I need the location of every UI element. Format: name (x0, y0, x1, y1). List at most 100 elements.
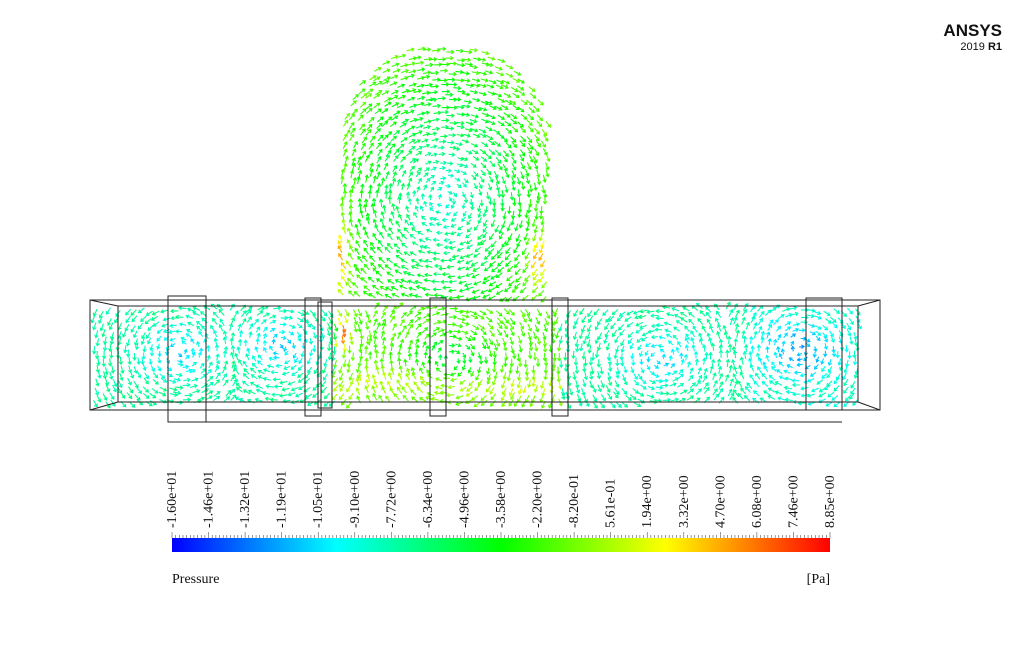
vector (457, 266, 465, 271)
vector (639, 358, 644, 366)
vector (833, 401, 841, 408)
vector (478, 324, 485, 330)
vector (629, 342, 634, 350)
vector (471, 83, 481, 88)
edge (89, 401, 119, 411)
vector (519, 287, 527, 294)
vector (401, 169, 407, 177)
vector (827, 359, 832, 367)
vector (435, 230, 443, 235)
vector (518, 386, 523, 395)
vector (806, 314, 815, 319)
vector (539, 245, 544, 254)
vector (376, 278, 384, 284)
vector (524, 308, 531, 317)
vector (502, 155, 508, 163)
colorbar-label: 4.70e+00 (713, 475, 728, 528)
vector (815, 325, 822, 330)
vector (437, 46, 447, 51)
vector (144, 318, 152, 325)
vector (684, 337, 689, 344)
vector (611, 329, 617, 338)
vector (310, 323, 316, 331)
vector (110, 365, 115, 374)
vector (744, 343, 749, 353)
vector (281, 371, 290, 376)
vector (385, 171, 390, 180)
vector (430, 396, 439, 401)
vector (190, 347, 195, 354)
vector (397, 357, 402, 366)
vector (403, 358, 408, 367)
vector (626, 310, 634, 316)
vector (820, 358, 825, 365)
vector (620, 359, 625, 367)
vector (524, 210, 529, 219)
vector (446, 393, 455, 398)
hood-base (338, 299, 548, 307)
vector (201, 388, 210, 393)
vector (414, 358, 420, 366)
vector (90, 315, 96, 324)
vector (478, 189, 483, 197)
vector (360, 142, 366, 150)
vector (627, 331, 634, 338)
vector (656, 360, 661, 365)
vector (414, 279, 423, 284)
vector (344, 315, 349, 324)
vector (161, 323, 169, 328)
vector (525, 237, 530, 246)
vector (416, 331, 422, 339)
vector (527, 379, 532, 388)
vector (417, 95, 426, 100)
vector (541, 140, 546, 148)
vector (542, 332, 547, 341)
vector (655, 316, 664, 321)
vector (461, 164, 469, 168)
vector (198, 330, 203, 337)
vector (102, 350, 107, 360)
vector (774, 390, 783, 395)
vector (718, 387, 724, 396)
vector (501, 176, 506, 185)
vector (688, 374, 694, 382)
vector (640, 367, 645, 374)
vector (214, 365, 220, 373)
vector (447, 190, 453, 195)
vector (123, 345, 128, 354)
vector (814, 315, 822, 320)
vector (796, 362, 803, 367)
vector (564, 363, 569, 373)
vector (783, 385, 793, 390)
vector (750, 345, 755, 354)
vector (143, 393, 150, 399)
vector (496, 310, 503, 317)
vector (333, 377, 338, 386)
vector (778, 361, 784, 367)
vector (683, 353, 689, 361)
vector (243, 368, 250, 375)
vector (141, 352, 146, 360)
vector (702, 344, 707, 352)
vector (159, 386, 168, 392)
vector (526, 205, 532, 214)
vector (433, 327, 441, 332)
vector (411, 372, 417, 380)
vector (633, 373, 638, 380)
vector (369, 135, 376, 143)
vector (137, 322, 144, 330)
vector (377, 264, 385, 270)
vector (370, 202, 375, 212)
vector (690, 337, 695, 345)
vector (375, 80, 383, 86)
vector (459, 241, 467, 246)
vector (488, 114, 496, 120)
vector (429, 90, 439, 95)
vector (463, 178, 469, 184)
vector (268, 356, 275, 361)
vector (412, 190, 417, 198)
colorbar-label: -4.96e+00 (457, 471, 472, 528)
vector (831, 321, 838, 329)
vector (256, 310, 264, 316)
vector (425, 344, 430, 352)
